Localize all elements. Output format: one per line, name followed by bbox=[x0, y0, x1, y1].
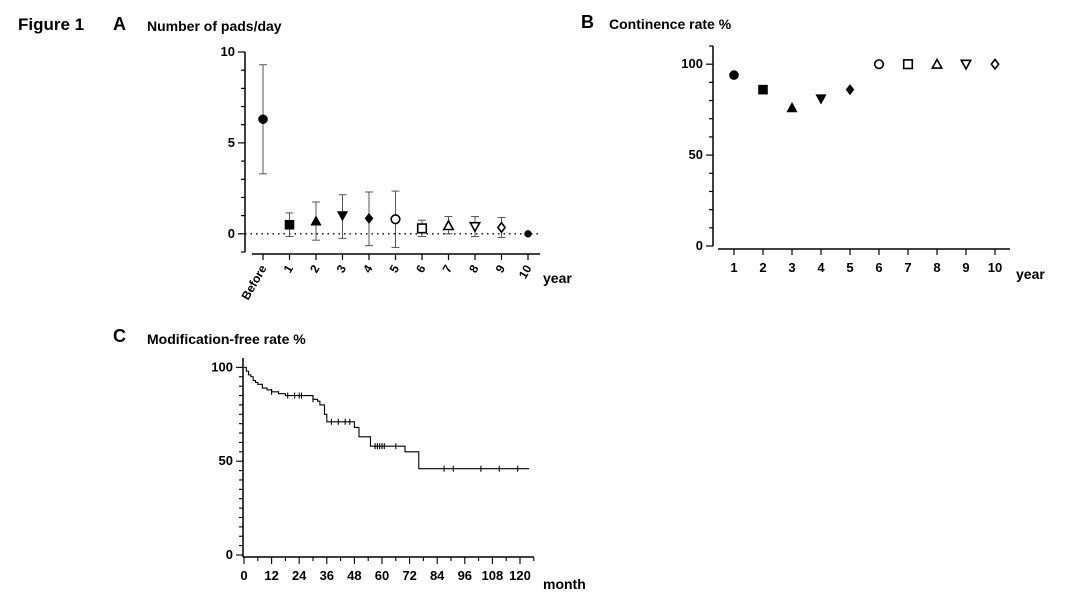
panel-b-title: Continence rate % bbox=[609, 16, 732, 32]
chart-a-x-tick-label: 6 bbox=[413, 262, 429, 275]
chart-a-y-tick-label: 0 bbox=[228, 226, 235, 241]
chart-b-y-tick-label: 0 bbox=[696, 238, 703, 253]
chart-b-point bbox=[902, 59, 914, 70]
chart-c-x-tick-label: 36 bbox=[320, 568, 334, 583]
chart-a-x-tick-label: 1 bbox=[281, 262, 297, 275]
chart-a-x-axis-label: year bbox=[543, 270, 572, 286]
chart-b-x-tick-label: 10 bbox=[988, 260, 1002, 275]
chart-a-point bbox=[364, 212, 374, 224]
chart-c-x-tick-label: 120 bbox=[509, 568, 531, 583]
chart-a-point bbox=[310, 215, 322, 226]
chart-b-point bbox=[786, 102, 798, 113]
chart-b-x-tick-label: 8 bbox=[933, 260, 940, 275]
chart-c-modification-free-rate: 0 50 100 0 12 24 36 48 60 72 84 96 108 120 month bbox=[211, 358, 586, 592]
chart-a-x-tick-label: 4 bbox=[360, 262, 376, 275]
chart-a-y-tick-label: 10 bbox=[221, 44, 235, 59]
chart-c-x-tick-label: 96 bbox=[458, 568, 472, 583]
panel-a-title: Number of pads/day bbox=[147, 18, 282, 34]
chart-a-point bbox=[284, 219, 295, 230]
chart-b-point bbox=[930, 57, 944, 69]
chart-b-x-tick-label: 4 bbox=[817, 260, 825, 275]
chart-b-point bbox=[959, 59, 973, 71]
chart-a-x-tick-label: 10 bbox=[516, 262, 535, 281]
chart-b-continence-rate: 0 50 100 1 2 3 4 5 6 7 8 9 10 year bbox=[681, 45, 1045, 282]
chart-b-x-tick-label: 9 bbox=[962, 260, 969, 275]
chart-a-point bbox=[524, 230, 532, 238]
chart-a-point bbox=[258, 114, 268, 125]
chart-b-x-tick-label: 3 bbox=[788, 260, 795, 275]
chart-a-point bbox=[496, 221, 507, 234]
chart-b-x-axis-label: year bbox=[1016, 266, 1045, 282]
chart-b-y-tick-label: 50 bbox=[689, 147, 703, 162]
chart-a-x-tick-label: Before bbox=[238, 262, 269, 302]
chart-c-x-tick-label: 24 bbox=[292, 568, 307, 583]
chart-b-point bbox=[758, 84, 768, 95]
chart-b-point bbox=[845, 84, 855, 96]
chart-b-x-tick-label: 5 bbox=[846, 260, 853, 275]
chart-c-y-tick-label: 50 bbox=[219, 453, 233, 468]
chart-a-point bbox=[468, 221, 482, 233]
chart-c-x-tick-label: 0 bbox=[240, 568, 247, 583]
chart-b-y-tick-label: 100 bbox=[681, 56, 703, 71]
chart-c-x-tick-label: 108 bbox=[482, 568, 504, 583]
chart-b-point bbox=[729, 70, 739, 80]
chart-a-point bbox=[416, 223, 428, 234]
chart-c-x-tick-label: 48 bbox=[347, 568, 361, 583]
chart-c-x-axis-label: month bbox=[543, 576, 586, 592]
chart-c-y-tick-label: 100 bbox=[211, 359, 233, 374]
panel-a-letter: A bbox=[113, 14, 126, 34]
chart-a-x-tick-label: 7 bbox=[440, 262, 456, 275]
chart-b-x-tick-label: 6 bbox=[875, 260, 882, 275]
panel-c-letter: C bbox=[113, 326, 126, 346]
chart-c-x-tick-label: 12 bbox=[264, 568, 278, 583]
figure-title: Figure 1 bbox=[18, 15, 85, 34]
chart-c-x-tick-label: 84 bbox=[430, 568, 445, 583]
chart-b-point bbox=[990, 58, 1000, 71]
chart-c-x-tick-label: 60 bbox=[375, 568, 389, 583]
chart-a-x-tick-label: 3 bbox=[334, 262, 350, 275]
chart-a-x-tick-label: 2 bbox=[307, 262, 323, 275]
chart-a-x-tick-label: 5 bbox=[387, 262, 403, 275]
chart-b-point bbox=[815, 94, 827, 105]
panel-c-title: Modification-free rate % bbox=[147, 331, 306, 347]
chart-b-x-tick-label: 7 bbox=[904, 260, 911, 275]
chart-b-point bbox=[873, 59, 885, 70]
panel-b-letter: B bbox=[581, 12, 594, 32]
chart-a-point bbox=[336, 211, 349, 222]
chart-c-x-tick-label: 72 bbox=[402, 568, 416, 583]
chart-a-x-tick-label: 9 bbox=[493, 262, 509, 275]
chart-b-x-tick-label: 1 bbox=[730, 260, 737, 275]
chart-a-point bbox=[442, 219, 455, 231]
chart-b-x-tick-label: 2 bbox=[759, 260, 766, 275]
chart-a-point bbox=[390, 214, 401, 225]
chart-a-x-tick-label: 8 bbox=[466, 262, 482, 275]
chart-a-y-tick-label: 5 bbox=[228, 135, 235, 150]
chart-c-y-tick-label: 0 bbox=[226, 547, 233, 562]
chart-c-survival-curve bbox=[244, 366, 530, 470]
